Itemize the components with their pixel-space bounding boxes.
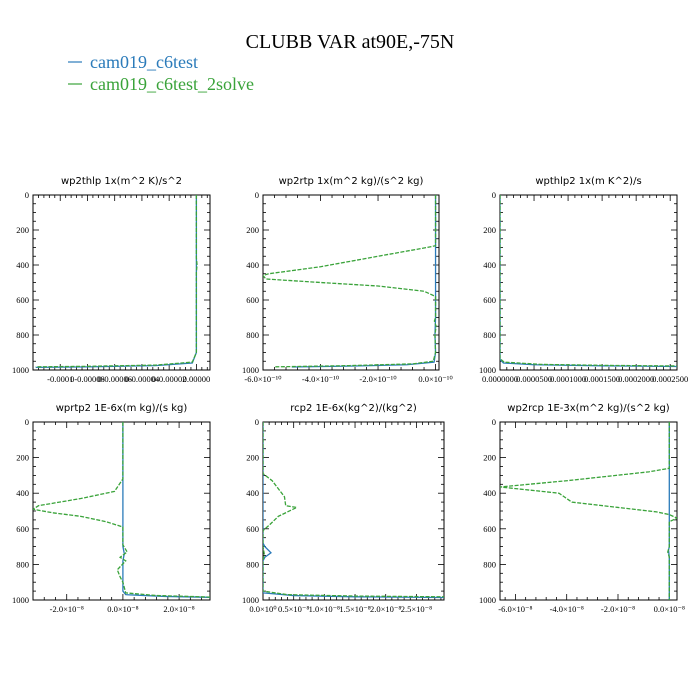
x-tick-label: 0.0002500	[652, 374, 688, 384]
y-tick-label: 400	[16, 488, 29, 498]
y-tick-label: 1000	[479, 595, 496, 605]
x-tick-label: 0.0×10⁰	[249, 604, 277, 614]
x-tick-label: 1.5×10⁻⁸	[339, 604, 370, 614]
y-tick-label: 600	[16, 524, 29, 534]
plot-frame	[32, 421, 211, 601]
x-tick-label: -6.0×10⁻⁸	[498, 604, 532, 614]
x-tick-label: -6.0×10⁻¹⁰	[244, 374, 282, 384]
panels: wp2thlp 1x(m^2 K)/s^2 0 200 400 600 800 1000 -0…	[12, 176, 688, 614]
legend-label-1: cam019_c6test	[90, 52, 198, 72]
y-tick-label: 200	[16, 225, 29, 235]
x-tick-label: -0.0001	[47, 374, 73, 384]
legend-label-2: cam019_c6test_2solve	[90, 74, 254, 94]
y-tick-label: 800	[483, 330, 496, 340]
panel-5: rcp2 1E-6x(kg^2)/(kg^2) 0 200 400 600 800 1000…	[242, 403, 445, 614]
y-tick-label: 0	[492, 417, 496, 427]
panel-6: wp2rcp 1E-3x(m^2 kg)/(s^2 kg) 0 200 400 600 8…	[479, 403, 685, 614]
x-tick-label: 2.5×10⁻⁸	[401, 604, 432, 614]
panel-title: wp2rtp 1x(m^2 kg)/(s^2 kg)	[279, 176, 424, 187]
y-tick-label: 200	[483, 453, 496, 463]
y-tick-label: 0	[255, 190, 259, 200]
y-tick-label: 0	[25, 417, 29, 427]
y-tick-label: 1000	[242, 365, 259, 375]
x-tick-label: -2.0×10⁻⁸	[50, 604, 84, 614]
plot-frame	[32, 194, 211, 371]
y-tick-label: 200	[16, 453, 29, 463]
x-tick-label: 0.0×10⁻¹⁰	[418, 374, 453, 384]
legend: cam019_c6test cam019_c6test_2solve	[68, 52, 254, 94]
series-line-c6test-2solve	[33, 422, 210, 598]
y-tick-label: 600	[246, 295, 259, 305]
x-tick-label: 0.0000000	[482, 374, 518, 384]
series-line-c6test	[122, 422, 210, 598]
y-tick-label: 200	[246, 453, 259, 463]
x-tick-label: 2.0×10⁻⁸	[370, 604, 401, 614]
y-tick-label: 0	[255, 417, 259, 427]
y-tick-label: 400	[246, 488, 259, 498]
y-tick-label: 800	[16, 330, 29, 340]
series-line-c6test-2solve	[263, 195, 437, 368]
x-tick-label: 0.00000	[183, 374, 211, 384]
x-tick-label: 0-0.00006	[97, 374, 132, 384]
series-line-c6test-2solve	[500, 195, 677, 367]
x-tick-label: 0-0.00002	[152, 374, 187, 384]
series-line-c6test	[500, 195, 677, 368]
y-tick-label: 600	[246, 524, 259, 534]
panel-2: wp2rtp 1x(m^2 kg)/(s^2 kg) 0 200 400 600 800 1…	[242, 176, 453, 384]
y-tick-label: 200	[483, 225, 496, 235]
x-tick-label: 0.5×10⁻⁸	[278, 604, 309, 614]
series-line-c6test-2solve	[35, 195, 198, 368]
y-tick-label: 400	[483, 488, 496, 498]
y-tick-label: 400	[246, 260, 259, 270]
x-tick-label: 0.0×10⁻⁸	[107, 604, 138, 614]
x-tick-label: 0.0002000	[618, 374, 654, 384]
x-tick-label: -2.0×10⁻⁸	[601, 604, 635, 614]
x-tick-label: 1.0×10⁻⁸	[309, 604, 340, 614]
plot-frame	[262, 194, 440, 371]
y-tick-label: 1000	[242, 595, 259, 605]
x-tick-label: 0.0000500	[516, 374, 552, 384]
y-tick-label: 800	[246, 330, 259, 340]
y-tick-label: 800	[246, 559, 259, 569]
plot-frame	[499, 194, 678, 371]
y-tick-label: 0	[492, 190, 496, 200]
y-tick-label: 600	[483, 295, 496, 305]
series-line-c6test	[35, 195, 198, 369]
y-tick-label: 400	[483, 260, 496, 270]
panel-4: wprtp2 1E-6x(m kg)/(s kg) 0 200 400 600 800 10…	[12, 403, 211, 614]
panel-title: wp2rcp 1E-3x(m^2 kg)/(s^2 kg)	[507, 403, 670, 414]
x-tick-label: 2.0×10⁻⁸	[163, 604, 194, 614]
panel-1: wp2thlp 1x(m^2 K)/s^2 0 200 400 600 800 1000 -0…	[12, 176, 211, 384]
y-tick-label: 1000	[12, 595, 29, 605]
figure-title: CLUBB VAR at90E,-75N	[246, 31, 455, 53]
panel-title: wpthlp2 1x(m K^2)/s	[535, 176, 641, 187]
y-tick-label: 400	[16, 260, 29, 270]
x-tick-label: 0.0001000	[550, 374, 586, 384]
y-tick-label: 0	[25, 190, 29, 200]
panel-title: wp2thlp 1x(m^2 K)/s^2	[61, 176, 182, 187]
y-tick-label: 1000	[479, 365, 496, 375]
series-line-c6test	[291, 195, 437, 368]
x-tick-label: 0-0.00004	[125, 374, 160, 384]
panel-title: wprtp2 1E-6x(m kg)/(s kg)	[56, 403, 188, 414]
series-line-c6test	[263, 422, 444, 599]
panel-title: rcp2 1E-6x(kg^2)/(kg^2)	[290, 403, 417, 414]
series-line-c6test-2solve	[500, 422, 677, 600]
y-tick-label: 1000	[12, 365, 29, 375]
x-tick-label: 0.0001500	[584, 374, 620, 384]
x-tick-label: -4.0×10⁻⁸	[550, 604, 584, 614]
x-tick-label: -2.0×10⁻¹⁰	[359, 374, 397, 384]
x-tick-label: 0.0×10⁻⁸	[654, 604, 685, 614]
panel-3: wpthlp2 1x(m K^2)/s020040060080010000.00…	[479, 176, 688, 384]
y-tick-label: 200	[246, 225, 259, 235]
y-tick-label: 800	[483, 559, 496, 569]
y-tick-label: 600	[16, 295, 29, 305]
series-line-c6test-2solve	[263, 422, 444, 598]
x-tick-label: 0-0.00008	[70, 374, 105, 384]
x-tick-label: -4.0×10⁻¹⁰	[302, 374, 340, 384]
y-tick-label: 600	[483, 524, 496, 534]
y-tick-label: 800	[16, 559, 29, 569]
